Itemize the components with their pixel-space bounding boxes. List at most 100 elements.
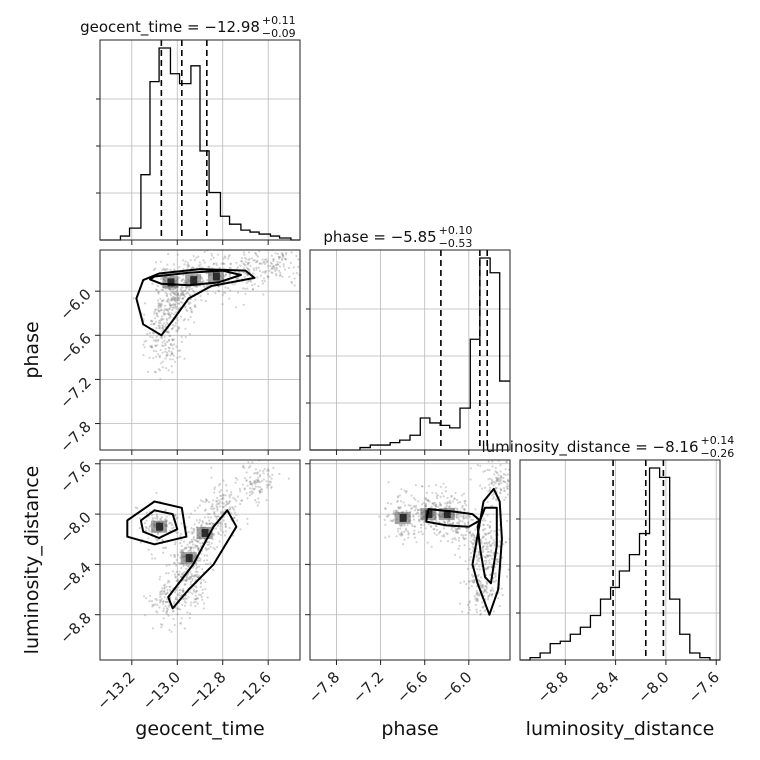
scatter-point [461,506,464,509]
scatter-point [206,523,209,526]
x-tick-label: −7.8 [305,668,343,706]
scatter-point [496,477,499,480]
scatter-point [242,271,245,274]
scatter-point [463,508,466,511]
scatter-point [204,588,207,591]
scatter-point [475,593,478,597]
scatter-point [494,482,497,485]
scatter-point [177,594,181,597]
scatter-point [292,272,295,275]
scatter-point [178,573,181,576]
scatter-point [497,545,500,548]
scatter-point [176,288,179,291]
scatter-point [173,268,176,271]
scatter-point [220,521,223,524]
scatter-point [196,575,199,578]
scatter-point [253,480,256,483]
scatter-point [228,494,231,497]
scatter-point [183,357,186,360]
scatter-point [496,479,499,482]
scatter-point [222,493,225,496]
scatter-point [184,579,187,582]
scatter-point [483,589,486,592]
scatter-point [407,504,410,507]
scatter-point [256,260,259,263]
scatter-point [155,491,158,494]
scatter-point [446,496,449,500]
scatter-point [495,480,498,483]
scatter-point [484,585,487,588]
scatter-point [175,531,178,534]
scatter-point [222,262,225,266]
scatter-point [239,264,242,267]
scatter-point [162,311,165,315]
scatter-point [167,313,170,316]
scatter-point [463,538,466,541]
scatter-point [162,299,165,302]
scatter-point [175,517,178,520]
panel-frame [99,459,301,661]
scatter-point [420,523,423,526]
scatter-point [247,280,250,283]
scatter-point [196,570,199,574]
density-cell [212,272,220,281]
scatter-point [446,520,449,523]
scatter-point [189,307,192,310]
scatter-point [485,559,488,563]
scatter-point [184,597,187,600]
scatter-point [407,533,410,536]
scatter-point [263,280,266,283]
scatter-point [245,479,248,482]
scatter-point [427,499,430,502]
scatter-point [253,283,256,286]
scatter-point [184,292,188,295]
scatter-point [193,530,196,533]
scatter-point [151,516,154,520]
scatter-point [468,608,471,611]
x-axis-label-geocent-time: geocent_time [135,718,264,740]
scatter-point [268,475,271,478]
scatter-point [495,497,498,500]
scatter-point [487,598,490,601]
scatter-point [484,556,487,559]
scatter-point [460,533,463,537]
scatter-point [196,590,199,593]
scatter-point [242,262,245,265]
scatter-point [188,616,191,620]
scatter-point [190,574,193,578]
scatter-point [160,303,163,306]
scatter-point [271,267,274,270]
scatter-point [182,289,185,292]
scatter-point [168,307,171,310]
scatter-point [288,275,291,278]
scatter-point [274,269,277,273]
scatter-point [505,458,507,460]
scatter-point [160,309,163,312]
scatter-point [162,602,165,605]
scatter-point [290,281,294,284]
scatter-point [224,525,227,528]
scatter-point [192,590,195,593]
scatter-point [485,580,488,583]
scatter-point [189,315,192,319]
panel-frame [309,249,511,451]
scatter-point [240,260,243,263]
scatter-point [499,464,502,467]
scatter-point [163,587,166,590]
scatter-point [267,469,270,472]
scatter-point [180,572,183,575]
scatter-point [488,561,491,565]
scatter-point [249,279,252,282]
scatter-point [217,253,220,256]
scatter-point [399,524,402,527]
scatter-point [232,507,235,510]
scatter-point [221,497,224,500]
scatter-point [424,504,427,507]
scatter-point [158,601,162,604]
scatter-point [277,241,279,243]
scatter-point [197,521,201,524]
scatter-point [164,518,167,522]
scatter-point [185,546,188,549]
scatter-point [423,524,426,527]
scatter-point [165,300,168,303]
